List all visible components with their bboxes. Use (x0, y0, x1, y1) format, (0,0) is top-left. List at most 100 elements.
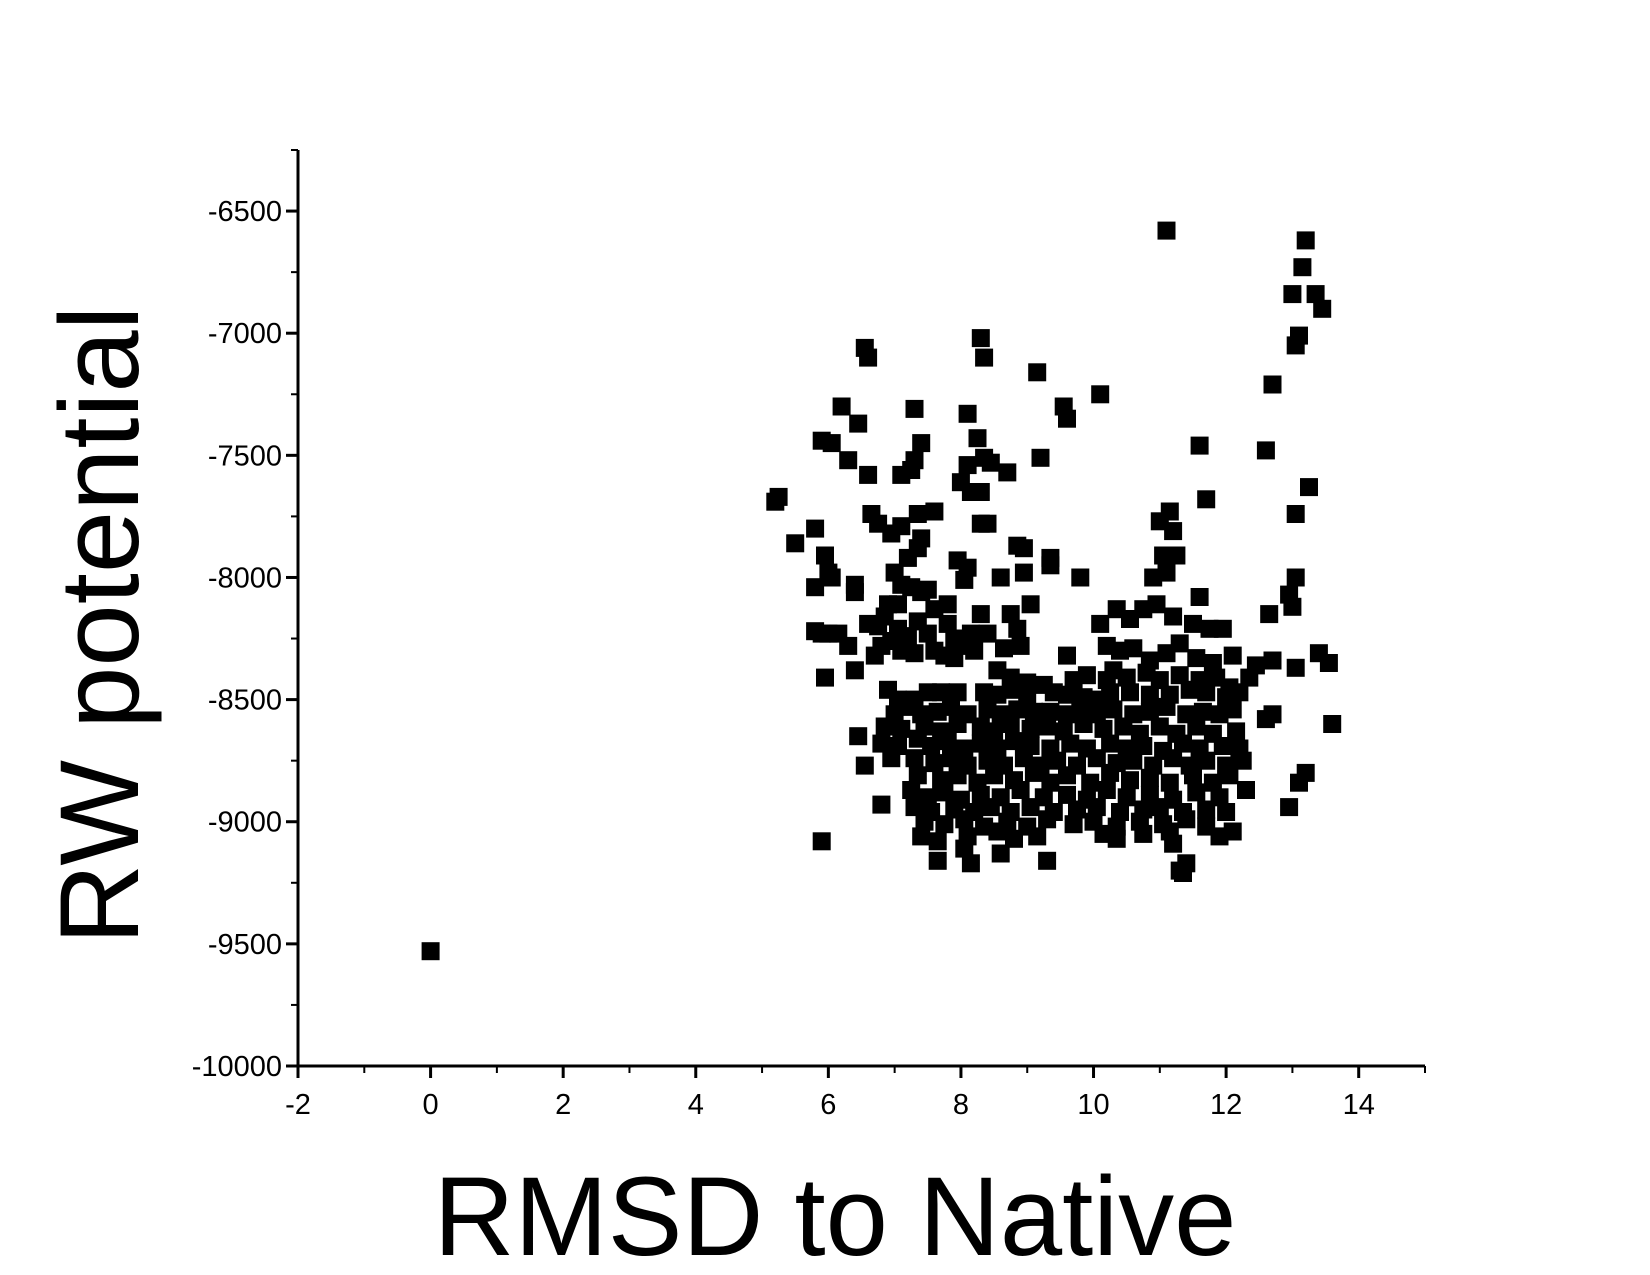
data-point (1174, 734, 1192, 753)
data-point (978, 624, 997, 643)
data-point (942, 697, 960, 716)
data-point (905, 644, 924, 663)
data-point (971, 734, 990, 753)
data-point (1150, 671, 1169, 690)
data-point (1187, 649, 1206, 668)
data-point (935, 815, 954, 834)
data-point (1081, 773, 1100, 792)
data-point (806, 519, 825, 538)
data-point (1011, 781, 1030, 799)
data-point (908, 505, 927, 523)
data-point (1233, 751, 1252, 770)
data-point (1024, 702, 1043, 721)
data-point (968, 429, 987, 448)
data-point (1283, 285, 1302, 304)
data-point (1237, 781, 1255, 799)
data-point (1001, 605, 1020, 624)
data-point (1223, 646, 1242, 665)
data-point (898, 548, 917, 567)
data-point (1260, 605, 1279, 624)
data-point (1041, 702, 1060, 721)
data-point (1223, 822, 1242, 841)
data-point (1124, 639, 1143, 658)
data-point (958, 404, 977, 423)
data-point (898, 627, 917, 646)
data-point (872, 734, 891, 753)
data-point (1290, 773, 1308, 792)
data-point (1157, 221, 1176, 240)
ticks: -2 0 2 4 6 8 10 12 14 -10000 -9500 -9000 -8500 -8000 -… (192, 149, 1426, 1121)
data-point (859, 465, 878, 484)
data-point (1064, 815, 1083, 834)
data-point (932, 683, 951, 702)
data-point (1286, 568, 1305, 587)
data-point (1005, 829, 1023, 848)
data-point (1160, 502, 1179, 521)
data-point (961, 854, 980, 873)
data-point (1008, 700, 1027, 719)
data-point (978, 751, 997, 770)
data-point (1077, 666, 1096, 685)
x-tick-label: 2 (555, 1089, 571, 1121)
data-point (1058, 409, 1076, 428)
data-point (1071, 700, 1090, 719)
data-point (1068, 800, 1086, 819)
data-point (1087, 749, 1106, 768)
data-point (1091, 385, 1110, 404)
data-point (1014, 563, 1033, 582)
data-point (1087, 798, 1106, 817)
data-point (1177, 810, 1196, 829)
data-point (918, 580, 937, 599)
data-point (1094, 719, 1113, 738)
data-point (978, 514, 997, 533)
data-point (1101, 683, 1120, 702)
x-tick-label: 4 (688, 1089, 704, 1121)
data-point (1230, 683, 1249, 702)
data-point (1319, 654, 1338, 672)
data-point (948, 766, 967, 785)
data-point (1167, 546, 1186, 565)
data-point (816, 546, 834, 565)
data-point (1021, 719, 1040, 738)
data-point (1028, 827, 1047, 846)
data-point (1011, 636, 1030, 655)
data-point (975, 348, 994, 367)
data-point (1134, 737, 1153, 755)
data-point (912, 434, 931, 453)
data-point (925, 502, 944, 521)
data-point (988, 685, 1007, 704)
data-point (981, 798, 1000, 817)
data-point (1041, 556, 1060, 575)
data-point (948, 715, 967, 733)
data-point (1263, 375, 1282, 394)
data-point (1147, 595, 1166, 614)
data-point (955, 570, 974, 589)
data-point (1058, 766, 1076, 785)
data-point (958, 456, 977, 475)
axes (296, 150, 1425, 1068)
data-point (1058, 646, 1076, 665)
data-point (892, 517, 911, 536)
data-point (935, 783, 954, 802)
data-point (1213, 737, 1232, 755)
data-point (985, 766, 1004, 785)
data-point (421, 942, 440, 961)
data-point (845, 583, 864, 602)
data-point (1293, 258, 1312, 277)
data-point (1144, 568, 1163, 587)
data-point (971, 605, 990, 624)
data-point (872, 636, 891, 655)
y-axis-title: RW potential (37, 305, 162, 944)
data-point (998, 463, 1017, 482)
data-point (902, 781, 921, 799)
data-point (1058, 685, 1076, 704)
data-point (1187, 717, 1206, 736)
data-point (1024, 763, 1043, 782)
data-point (1164, 522, 1183, 541)
data-point (948, 683, 967, 702)
x-tick-label: -2 (285, 1089, 311, 1121)
x-tick-label: 0 (423, 1089, 439, 1121)
data-point (1008, 619, 1027, 638)
y-tick-label: -7000 (208, 318, 282, 350)
data-points (421, 221, 1342, 961)
